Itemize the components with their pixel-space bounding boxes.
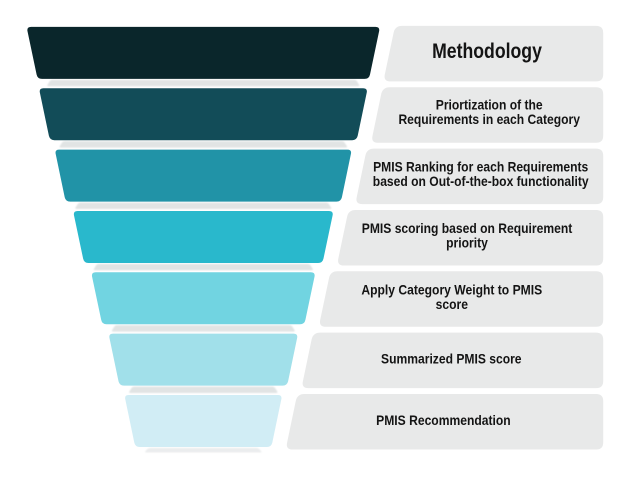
svg-text:priority: priority — [446, 235, 488, 250]
svg-text:PMIS scoring based on Requirem: PMIS scoring based on Requirement — [362, 221, 573, 236]
svg-text:Priortization of the: Priortization of the — [436, 98, 543, 113]
svg-text:Requirements in each Category: Requirements in each Category — [398, 112, 580, 127]
svg-text:Methodology: Methodology — [432, 40, 542, 63]
svg-text:PMIS Ranking for each Requirem: PMIS Ranking for each Requirements — [373, 159, 588, 174]
svg-text:score: score — [436, 297, 469, 312]
svg-text:PMIS Recommendation: PMIS Recommendation — [376, 413, 511, 428]
svg-text:Apply Category Weight to PMIS: Apply Category Weight to PMIS — [361, 283, 542, 298]
svg-text:based on Out-of-the-box functi: based on Out-of-the-box functionality — [373, 174, 589, 189]
svg-text:Summarized PMIS score: Summarized PMIS score — [381, 351, 522, 366]
